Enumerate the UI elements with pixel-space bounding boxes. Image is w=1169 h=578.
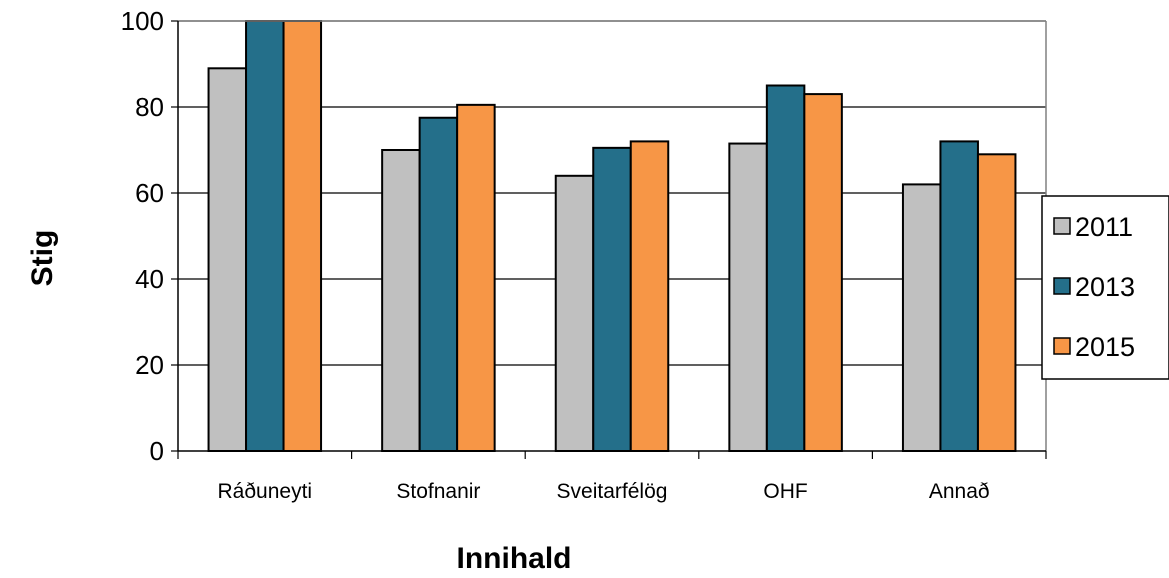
bar-2013-2 <box>592 146 632 452</box>
legend-swatch-2015 <box>1053 337 1071 355</box>
bar-2011-0 <box>207 67 248 453</box>
y-tick-label-60: 60 <box>135 178 164 208</box>
bar-2011-4 <box>901 183 942 452</box>
y-tick-labels: 0 20 40 60 80 100 <box>121 6 164 466</box>
bar-2015-3 <box>803 93 843 452</box>
x-axis-title: Innihald <box>457 542 572 575</box>
bar-2013-3 <box>765 84 806 452</box>
legend-label-2013: 2013 <box>1075 272 1135 302</box>
y-tick-label-20: 20 <box>135 350 164 380</box>
legend: 2011 2013 2015 <box>1041 195 1169 380</box>
y-tick-label-80: 80 <box>135 92 164 122</box>
category-label-4: Annað <box>929 480 990 503</box>
bar-2013-4 <box>939 140 979 452</box>
bar-2015-2 <box>629 140 670 452</box>
legend-label-2011: 2011 <box>1075 212 1133 242</box>
bar-2011-2 <box>554 174 595 453</box>
x-category-labels: Ráðuneyti Stofnanir Sveitarfélög OHF Annað <box>218 480 990 503</box>
bar-2013-1 <box>418 116 459 452</box>
bar-2011-1 <box>381 149 421 452</box>
y-tick-label-100: 100 <box>121 6 164 36</box>
y-tick-label-0: 0 <box>150 436 164 466</box>
legend-swatch-2013 <box>1053 277 1071 295</box>
category-label-2: Sveitarfélög <box>557 480 668 503</box>
category-label-3: OHF <box>763 480 807 503</box>
y-tick-label-40: 40 <box>135 264 164 294</box>
y-axis-title: Stig <box>26 230 59 287</box>
legend-label-2015: 2015 <box>1075 332 1135 362</box>
bars <box>207 20 1017 453</box>
bar-2015-4 <box>976 153 1017 453</box>
bar-2015-0 <box>282 20 323 452</box>
bar-2011-3 <box>728 142 768 453</box>
legend-swatch-2011 <box>1053 217 1071 235</box>
bar-2013-0 <box>245 20 285 452</box>
category-label-0: Ráðuneyti <box>218 480 313 503</box>
bar-2015-1 <box>456 103 496 452</box>
category-label-1: Stofnanir <box>396 480 480 503</box>
